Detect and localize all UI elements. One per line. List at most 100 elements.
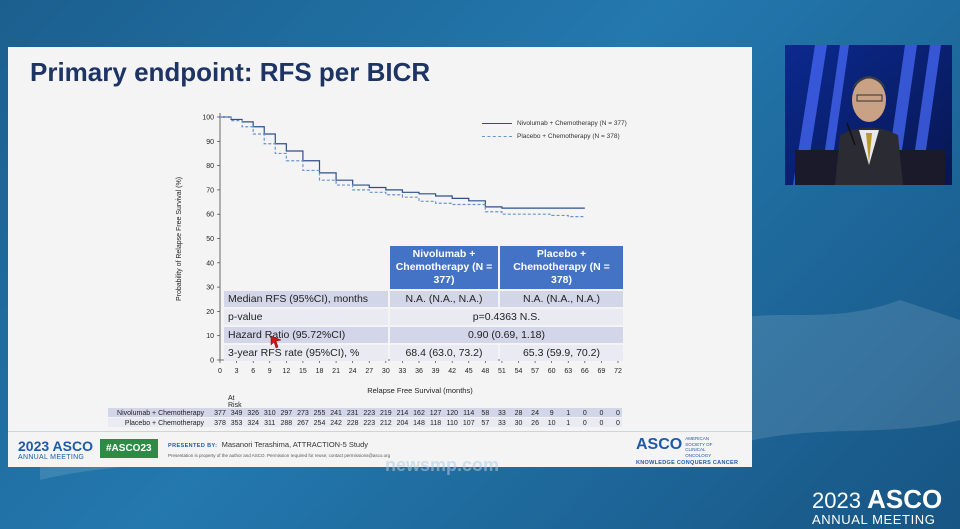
x-tick-label: 54 — [515, 368, 523, 375]
table-row-hazard-ratio: Hazard Ratio (95.72%CI) 0.90 (0.69, 1.18… — [224, 327, 623, 343]
y-tick-label: 10 — [206, 333, 214, 340]
table-row-3yr-rfs: 3-year RFS rate (95%CI), % 68.4 (63.0, 7… — [224, 345, 623, 361]
at-risk-value: 0 — [583, 410, 587, 417]
x-tick-label: 6 — [251, 368, 255, 375]
table-header-placebo: Placebo + Chemotherapy (N = 378) — [500, 246, 623, 289]
pvalue: p=0.4363 N.S. — [390, 309, 623, 325]
x-tick-label: 18 — [316, 368, 324, 375]
at-risk-value: 24 — [531, 410, 539, 417]
chart-series — [220, 116, 585, 218]
x-tick-label: 0 — [218, 368, 222, 375]
presenter-name: Masanori Terashima, ATTRACTION-5 Study — [221, 440, 369, 449]
asco-annual-meeting-logo: 2023 ASCO ANNUAL MEETING — [18, 438, 93, 461]
x-tick-label: 51 — [498, 368, 506, 375]
at-risk-value: 273 — [297, 410, 309, 417]
at-risk-value: 241 — [330, 410, 342, 417]
y-tick-label: 50 — [206, 236, 214, 243]
at-risk-value: 9 — [550, 410, 554, 417]
y-tick-label: 0 — [210, 358, 214, 365]
x-axis-label: Relapse Free Survival (months) — [367, 386, 473, 395]
asco-right-small: AMERICAN SOCIETY OF CLINICAL ONCOLOGY — [685, 436, 713, 458]
at-risk-value: 297 — [280, 410, 292, 417]
x-tick-label: 9 — [268, 368, 272, 375]
at-risk-value: 223 — [363, 410, 375, 417]
x-tick-label: 63 — [564, 368, 572, 375]
hashtag-badge: #ASCO23 — [100, 439, 158, 458]
mouse-pointer-icon — [270, 335, 282, 349]
at-risk-value: 223 — [363, 420, 375, 427]
at-risk-value: 228 — [347, 420, 359, 427]
slide-title: Primary endpoint: RFS per BICR — [30, 57, 431, 87]
at-risk-value: 30 — [515, 420, 523, 427]
rfs-3yr-nivo: 68.4 (63.0, 73.2) — [390, 345, 498, 361]
at-risk-value: 0 — [616, 420, 620, 427]
legend-swatch-dashed — [482, 136, 512, 137]
x-tick-label: 39 — [432, 368, 440, 375]
asco-tagline: KNOWLEDGE CONQUERS CANCER — [636, 460, 739, 466]
at-risk-row-bg — [108, 418, 622, 427]
x-tick-label: 48 — [481, 368, 489, 375]
table-header-row: Nivolumab + Chemotherapy (N = 377) Place… — [224, 246, 623, 289]
bottom-asco: ASCO — [867, 484, 943, 514]
at-risk-value: 28 — [515, 410, 523, 417]
at-risk-value: 33 — [498, 410, 506, 417]
table-row-median: Median RFS (95%CI), months N.A. (N.A., N… — [224, 291, 623, 307]
x-tick-label: 30 — [382, 368, 390, 375]
footer-year: 2023 — [18, 438, 50, 454]
at-risk-value: 378 — [214, 420, 226, 427]
x-tick-label: 15 — [299, 368, 307, 375]
x-tick-label: 42 — [448, 368, 456, 375]
x-tick-label: 24 — [349, 368, 357, 375]
x-tick-label: 72 — [614, 368, 622, 375]
row-label: Median RFS (95%CI), months — [224, 291, 388, 307]
at-risk-value: 267 — [297, 420, 309, 427]
disclaimer-text: Presentation is property of the author a… — [168, 453, 391, 458]
legend-entry-placebo: Placebo + Chemotherapy (N = 378) — [482, 130, 627, 143]
x-tick-label: 36 — [415, 368, 423, 375]
footer-asco: ASCO — [52, 438, 93, 454]
hazard-ratio: 0.90 (0.69, 1.18) — [390, 327, 623, 343]
bottom-annual-meeting: ANNUAL MEETING — [812, 512, 936, 527]
at-risk-value: 33 — [498, 420, 506, 427]
table-header-nivo: Nivolumab + Chemotherapy (N = 377) — [390, 246, 498, 289]
at-risk-value: 148 — [413, 420, 425, 427]
speaker-video-feed — [785, 45, 952, 185]
at-risk-value: 162 — [413, 410, 425, 417]
legend-entry-nivo: Nivolumab + Chemotherapy (N = 377) — [482, 117, 627, 130]
presented-by: PRESENTED BY: Masanori Terashima, ATTRAC… — [168, 440, 368, 449]
at-risk-value: 0 — [583, 420, 587, 427]
x-tick-label: 3 — [235, 368, 239, 375]
chart-legend: Nivolumab + Chemotherapy (N = 377) Place… — [482, 117, 627, 143]
x-tick-label: 66 — [581, 368, 589, 375]
at-risk-value: 114 — [463, 410, 474, 417]
legend-label-placebo: Placebo + Chemotherapy (N = 378) — [517, 133, 620, 140]
at-risk-value: 310 — [264, 410, 276, 417]
at-risk-row-label: Nivolumab + Chemotherapy — [117, 410, 204, 417]
at-risk-value: 242 — [330, 420, 342, 427]
at-risk-value: 214 — [397, 410, 409, 417]
at-risk-value: 324 — [247, 420, 259, 427]
x-tick-label: 21 — [332, 368, 340, 375]
at-risk-value: 231 — [347, 410, 359, 417]
at-risk-value: 255 — [314, 410, 326, 417]
at-risk-value: 1 — [566, 410, 570, 417]
at-risk-value: 57 — [481, 420, 489, 427]
presented-by-label: PRESENTED BY: — [168, 443, 218, 449]
at-risk-header: At Risk — [228, 395, 242, 409]
at-risk-value: 0 — [616, 410, 620, 417]
row-label: Hazard Ratio (95.72%CI) — [224, 327, 388, 343]
at-risk-value: 107 — [463, 420, 475, 427]
at-risk-value: 118 — [430, 420, 441, 427]
slide-footer: 2023 ASCO ANNUAL MEETING #ASCO23 PRESENT… — [8, 431, 752, 467]
legend-label-nivo: Nivolumab + Chemotherapy (N = 377) — [517, 120, 627, 127]
row-label: 3-year RFS rate (95%CI), % — [224, 345, 388, 361]
x-tick-label: 60 — [548, 368, 556, 375]
at-risk-value: 204 — [397, 420, 409, 427]
at-risk-value: 353 — [231, 420, 243, 427]
at-risk-value: 349 — [231, 410, 243, 417]
watermark-text: newsmp.com — [385, 455, 500, 475]
series-line-nivolumab — [220, 116, 585, 209]
median-placebo: N.A. (N.A., N.A.) — [500, 291, 623, 307]
at-risk-numbers: Nivolumab + Chemotherapy 377 349 326 310 297 2… — [108, 408, 622, 427]
